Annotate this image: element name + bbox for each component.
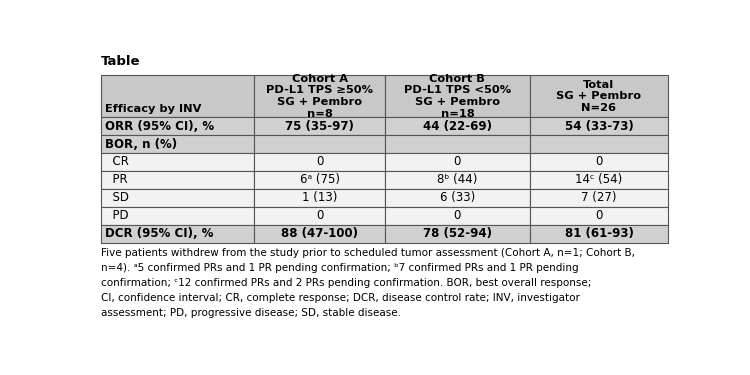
Text: 1 (13): 1 (13) [302, 191, 338, 204]
Bar [254, 171, 385, 189]
Bar [100, 207, 254, 225]
Bar [100, 117, 254, 135]
Text: n=4). ᵃ5 confirmed PRs and 1 PR pending confirmation; ᵇ7 confirmed PRs and 1 PR : n=4). ᵃ5 confirmed PRs and 1 PR pending … [100, 263, 578, 273]
Text: 54 (33-73): 54 (33-73) [565, 120, 633, 133]
Text: confirmation; ᶜ12 confirmed PRs and 2 PRs pending confirmation. BOR, best overal: confirmation; ᶜ12 confirmed PRs and 2 PR… [100, 278, 591, 288]
Text: assessment; PD, progressive disease; SD, stable disease.: assessment; PD, progressive disease; SD,… [100, 308, 400, 318]
Text: 6 (33): 6 (33) [440, 191, 475, 204]
Bar [530, 75, 668, 117]
Text: 0: 0 [454, 156, 461, 168]
Bar [530, 225, 668, 243]
Bar [530, 189, 668, 207]
Bar [254, 207, 385, 225]
Bar [100, 135, 254, 153]
Bar [530, 117, 668, 135]
Bar [385, 117, 530, 135]
Text: DCR (95% CI), %: DCR (95% CI), % [105, 227, 214, 240]
Bar [254, 117, 385, 135]
Bar [254, 153, 385, 171]
Text: ORR (95% CI), %: ORR (95% CI), % [105, 120, 214, 133]
Bar [530, 171, 668, 189]
Text: Cohort B
PD-L1 TPS <50%
SG + Pembro
n=18: Cohort B PD-L1 TPS <50% SG + Pembro n=18 [404, 74, 511, 118]
Text: 0: 0 [316, 156, 323, 168]
Text: Efficacy by INV: Efficacy by INV [105, 104, 202, 114]
Text: PR: PR [105, 173, 128, 186]
Text: 78 (52-94): 78 (52-94) [423, 227, 492, 240]
Bar [100, 171, 254, 189]
Bar [100, 75, 254, 117]
Bar [385, 171, 530, 189]
Bar [385, 207, 530, 225]
Bar [385, 225, 530, 243]
Bar [385, 189, 530, 207]
Bar [100, 225, 254, 243]
Text: 44 (22-69): 44 (22-69) [423, 120, 492, 133]
Bar [254, 225, 385, 243]
Bar [385, 153, 530, 171]
Bar [254, 75, 385, 117]
Text: 0: 0 [596, 209, 603, 222]
Text: Total
SG + Pembro
N=26: Total SG + Pembro N=26 [556, 80, 641, 113]
Text: SD: SD [105, 191, 129, 204]
Text: Five patients withdrew from the study prior to scheduled tumor assessment (Cohor: Five patients withdrew from the study pr… [100, 248, 634, 258]
Bar [100, 189, 254, 207]
Bar [385, 75, 530, 117]
Text: Cohort A
PD-L1 TPS ≥50%
SG + Pembro
n=8: Cohort A PD-L1 TPS ≥50% SG + Pembro n=8 [266, 74, 373, 118]
Text: BOR, n (%): BOR, n (%) [105, 138, 178, 150]
Text: 81 (61-93): 81 (61-93) [565, 227, 634, 240]
Text: CR: CR [105, 156, 129, 168]
Text: 88 (47-100): 88 (47-100) [281, 227, 358, 240]
Bar [530, 135, 668, 153]
Bar [530, 207, 668, 225]
Text: 8ᵇ (44): 8ᵇ (44) [437, 173, 478, 186]
Text: 75 (35-97): 75 (35-97) [285, 120, 354, 133]
Bar [254, 189, 385, 207]
Text: 0: 0 [316, 209, 323, 222]
Text: CI, confidence interval; CR, complete response; DCR, disease control rate; INV, : CI, confidence interval; CR, complete re… [100, 293, 580, 303]
Text: PD: PD [105, 209, 129, 222]
Bar [530, 153, 668, 171]
Text: Table: Table [100, 55, 140, 68]
Bar [100, 153, 254, 171]
Text: 6ᵃ (75): 6ᵃ (75) [299, 173, 340, 186]
Bar [254, 135, 385, 153]
Text: 0: 0 [596, 156, 603, 168]
Text: 0: 0 [454, 209, 461, 222]
Text: 7 (27): 7 (27) [581, 191, 616, 204]
Bar [385, 135, 530, 153]
Text: 14ᶜ (54): 14ᶜ (54) [575, 173, 622, 186]
